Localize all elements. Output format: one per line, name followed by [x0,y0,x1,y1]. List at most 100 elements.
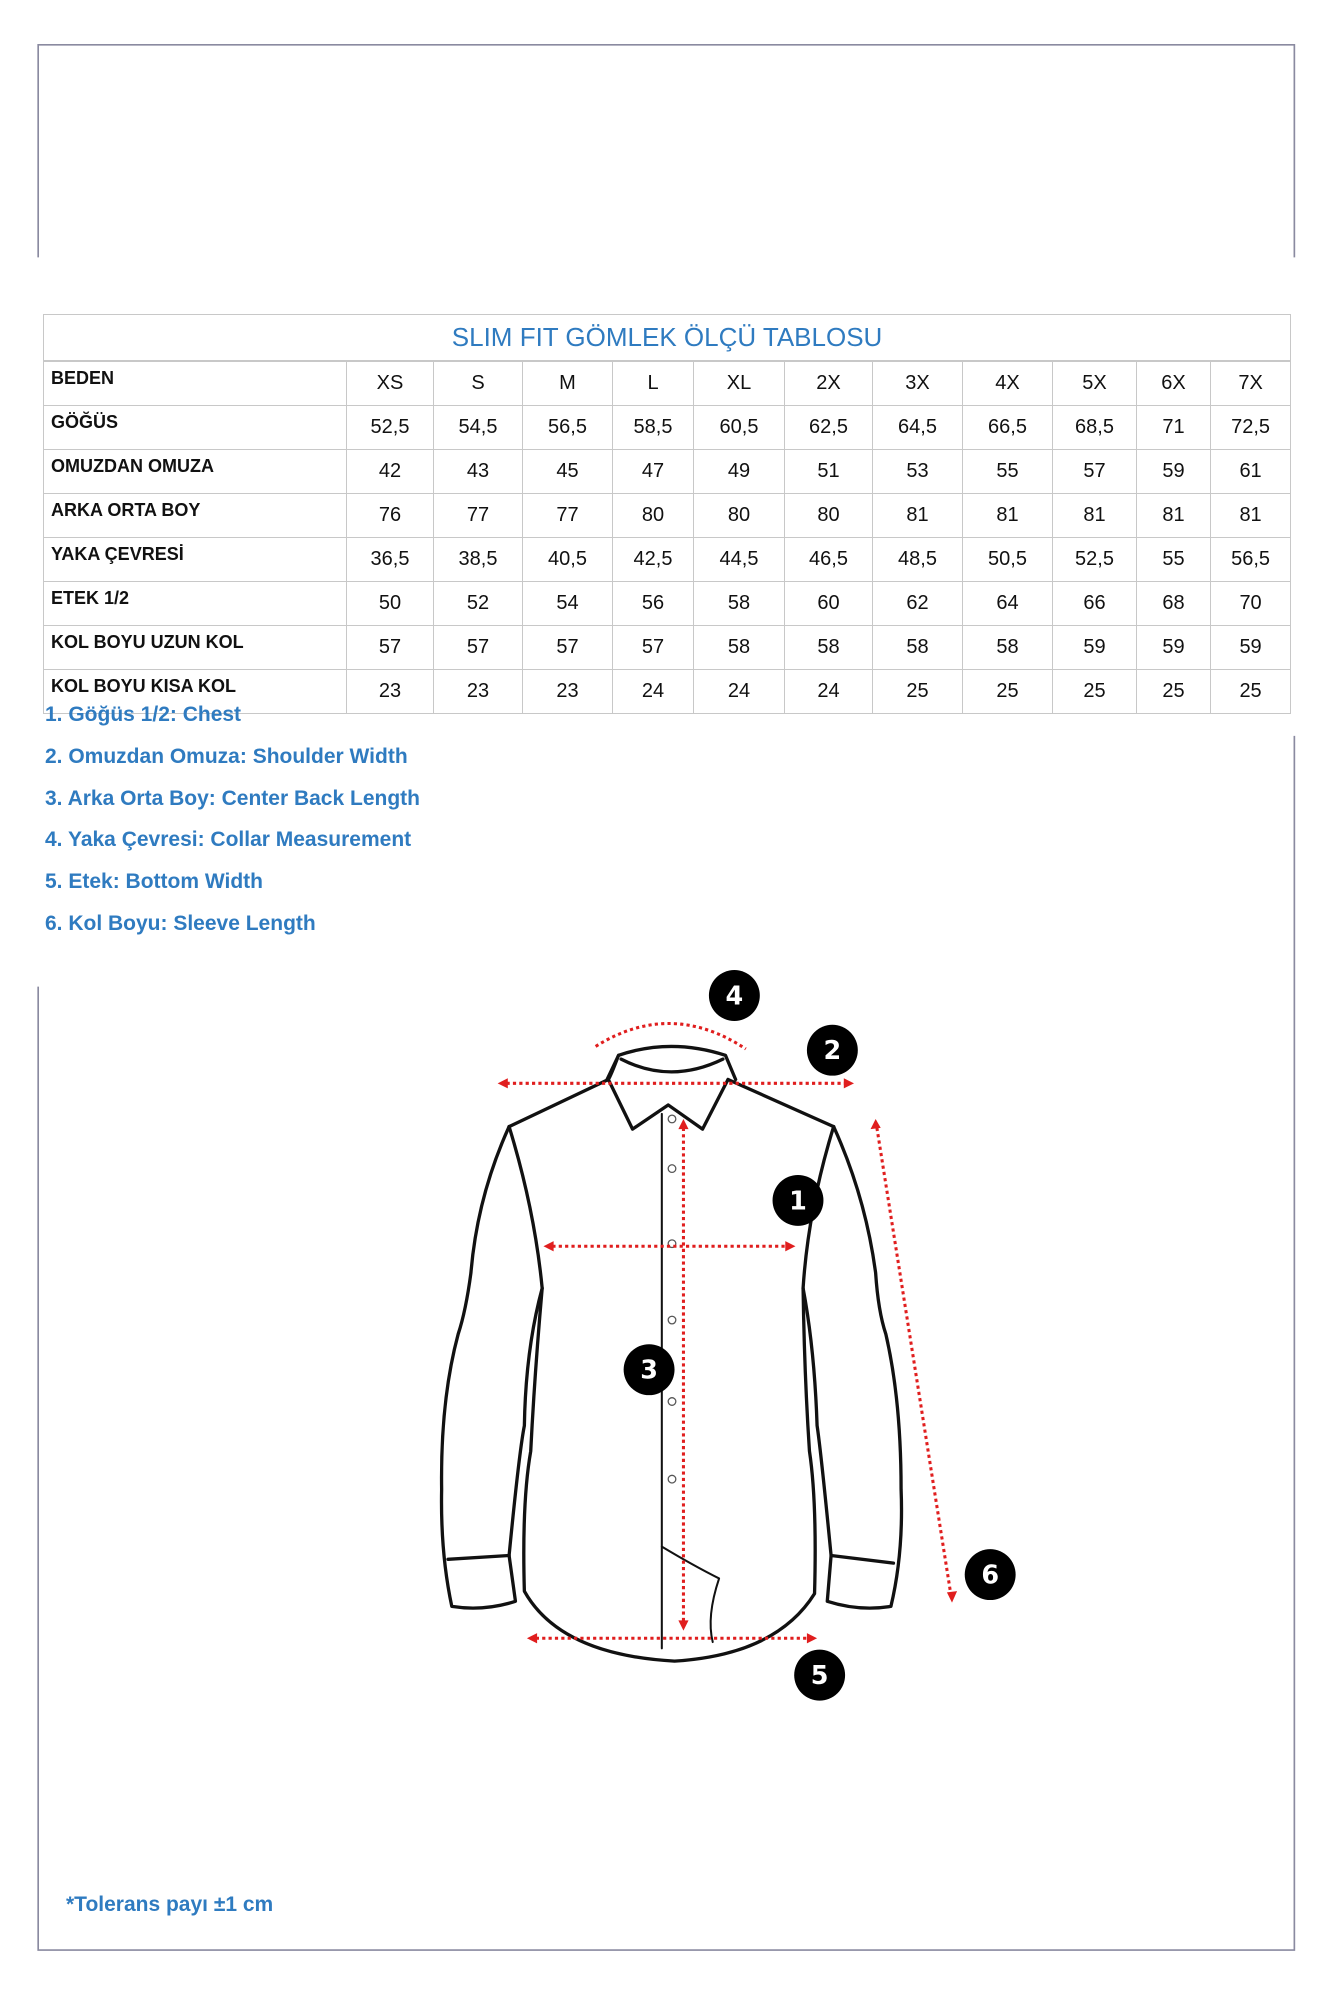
table-cell: 59 [1136,449,1211,494]
table-row: ETEK 1/2 50 52 54 56 58 60 62 64 66 68 70 [43,581,1292,626]
badge-4: 4 [708,970,760,1021]
row-label: KOL BOYU KISA KOL [43,669,347,714]
table-cell: 36,5 [346,537,434,582]
table-cell: 72,5 [1209,405,1292,450]
table-cell: 60 [784,581,873,626]
table-cell: 55 [1136,537,1211,582]
table-cell: 64,5 [872,405,963,450]
table-cell: 50 [346,581,434,626]
table-cell: 24 [784,669,873,714]
table-cell: 80 [612,493,694,538]
table-cell: 45 [522,449,613,494]
table-cell: 58 [872,625,963,670]
table-cell: 77 [433,493,523,538]
table-cell: 64 [962,581,1053,626]
size-header-s: S [433,360,523,406]
table-cell: 51 [784,449,873,494]
table-cell: 25 [1136,669,1211,714]
legend-item: 2. Omuzdan Omuza: Shoulder Width [45,745,408,768]
legend-item: 1. Göğüs 1/2: Chest [45,703,242,726]
table-cell: 53 [872,449,963,494]
table-cell: 48,5 [872,537,963,582]
svg-text:1: 1 [789,1186,807,1216]
table-cell: 59 [1052,625,1137,670]
table-cell: 52,5 [346,405,434,450]
table-cell: 81 [962,493,1053,538]
table-row: YAKA ÇEVRESİ 36,5 38,5 40,5 42,5 44,5 46,5 48,5… [43,537,1292,582]
table-cell: 58 [693,581,785,626]
table-cell: 56 [612,581,694,626]
badge-3: 3 [623,1344,675,1396]
header-label: BEDEN [43,360,347,406]
table-cell: 23 [433,669,523,714]
legend-item: 3. Arka Orta Boy: Center Back Length [45,787,420,810]
table-cell: 57 [522,625,613,670]
table-cell: 23 [522,669,613,714]
size-header-l: L [612,360,694,406]
tolerance-note: *Tolerans payı ±1 cm [66,1893,274,1916]
size-header-xs: XS [346,360,434,406]
table-cell: 70 [1209,581,1292,626]
svg-text:6: 6 [981,1561,999,1591]
table-cell: 61 [1209,449,1292,494]
table-row: KOL BOYU UZUN KOL 57 57 57 57 58 58 58 58 59 59 59 [43,625,1292,670]
table-cell: 62,5 [784,405,873,450]
table-cell: 57 [1052,449,1137,494]
table-row: ARKA ORTA BOY 76 77 77 80 80 80 81 81 81 81 81 [43,493,1292,538]
size-header-3x: 3X [872,360,963,406]
size-header-5x: 5X [1052,360,1137,406]
table-cell: 42,5 [612,537,694,582]
row-label: ARKA ORTA BOY [43,493,347,538]
table-cell: 80 [693,493,785,538]
table-cell: 25 [962,669,1053,714]
table-cell: 23 [346,669,434,714]
table-cell: 58 [784,625,873,670]
measure-arrows [506,1021,953,1640]
table-cell: 60,5 [693,405,785,450]
row-label: ETEK 1/2 [43,581,347,626]
badge-2: 2 [806,1024,858,1076]
table-cell: 68,5 [1052,405,1137,450]
table-cell: 49 [693,449,785,494]
table-cell: 25 [872,669,963,714]
badge-1: 1 [772,1174,824,1226]
table-cell: 68 [1136,581,1211,626]
table-cell: 66 [1052,581,1137,626]
size-header-6x: 6X [1136,360,1211,406]
badge-6: 6 [964,1549,1016,1601]
table-cell: 57 [612,625,694,670]
table-cell: 76 [346,493,434,538]
table-cell: 59 [1209,625,1292,670]
table-cell: 62 [872,581,963,626]
table-cell: 46,5 [784,537,873,582]
table-cell: 81 [1136,493,1211,538]
size-header-xl: XL [693,360,785,406]
table-cell: 81 [872,493,963,538]
row-label: YAKA ÇEVRESİ [43,537,347,582]
table-cell: 58,5 [612,405,694,450]
table-cell: 54,5 [433,405,523,450]
table-cell: 25 [1052,669,1137,714]
svg-text:2: 2 [824,1036,842,1066]
badge-5: 5 [794,1649,846,1701]
arrow-sleeve [875,1127,953,1594]
table-cell: 25 [1209,669,1292,714]
table-cell: 24 [693,669,785,714]
table-cell: 56,5 [522,405,613,450]
arrow-collar [594,1021,747,1051]
table-cell: 40,5 [522,537,613,582]
shirt-buttons [667,1114,677,1484]
table-cell: 77 [522,493,613,538]
shirt-outline [439,1044,904,1663]
row-label: GÖĞÜS [43,405,347,450]
table-cell: 57 [433,625,523,670]
table-cell: 81 [1052,493,1137,538]
table-cell: 38,5 [433,537,523,582]
size-chart-table: SLIM FIT GÖMLEK ÖLÇÜ TABLOSU BEDEN XS S M L… [42,314,1292,714]
table-row: GÖĞÜS 52,5 54,5 56,5 58,5 60,5 62,5 64,5 66,5 68,… [43,405,1292,450]
table-cell: 55 [962,449,1053,494]
size-header-4x: 4X [962,360,1053,406]
table-cell: 59 [1136,625,1211,670]
legend-item: 4. Yaka Çevresi: Collar Measurement [45,828,412,851]
table-cell: 24 [612,669,694,714]
